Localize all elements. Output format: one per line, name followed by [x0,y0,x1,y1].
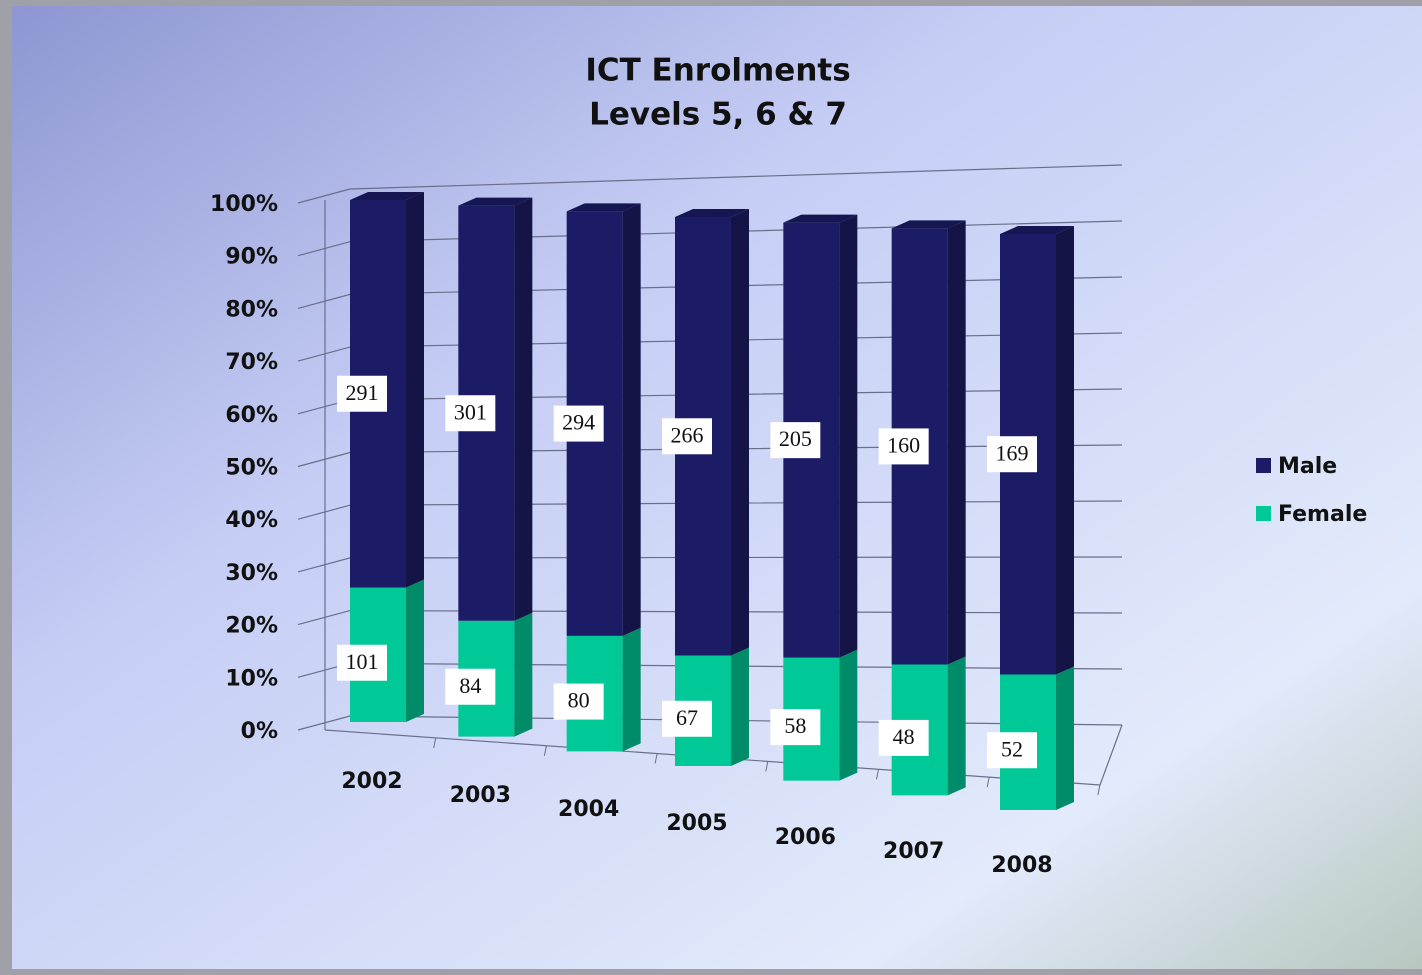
y-tick-label: 50% [225,456,278,481]
bar-side [514,197,533,621]
data-label-box [445,668,496,705]
x-tick [433,737,437,748]
data-label-box [553,405,604,442]
y-tick-label: 80% [225,297,278,322]
bar-side [947,656,966,796]
y-tick-label: 90% [225,245,278,270]
x-tick-label: 2005 [666,811,727,836]
bar-side [839,649,858,781]
x-tick [986,777,990,788]
legend-swatch [1256,458,1271,473]
data-label: 160 [887,432,920,457]
bar-side [731,209,749,656]
data-label-box [770,422,821,459]
data-label: 291 [346,380,379,405]
bar-top [1000,226,1074,234]
data-label-box [878,719,929,756]
y-tick-label: 100% [210,192,278,217]
bar-top [891,220,966,229]
legend-label: Male [1278,454,1337,479]
chart-title: Levels 5, 6 & 7 [589,97,847,133]
data-label-box [878,428,929,465]
data-label: 80 [568,688,590,713]
data-label-box [445,395,496,432]
y-tick-label: 40% [225,508,278,533]
legend-label: Female [1278,502,1367,527]
bar-side [622,203,641,636]
data-label: 52 [1001,736,1023,761]
bar-side [731,647,749,766]
bar-top [566,203,641,212]
data-label-box [662,700,712,737]
x-tick-label: 2007 [883,839,944,864]
bar-top [350,192,424,200]
x-tick-label: 2006 [775,825,836,850]
data-label: 84 [459,673,481,698]
y-tick-label: 60% [225,403,278,428]
bar-side [1056,666,1074,810]
x-tick [654,753,658,764]
data-label: 48 [893,724,915,749]
y-tick-label: 0% [241,719,278,744]
x-tick [876,769,879,780]
bar-side [514,612,533,737]
data-label: 58 [784,713,806,738]
data-label-box [662,418,712,455]
x-tick [1097,784,1101,796]
bar-side [406,579,424,722]
chart-title: ICT Enrolments [585,53,850,89]
data-label-box [987,732,1037,769]
data-label: 301 [454,399,487,424]
y-tick-label: 70% [225,350,278,375]
bar-top [458,197,533,206]
x-tick-label: 2003 [450,783,511,808]
x-tick-label: 2008 [991,853,1052,878]
data-label-box [987,436,1037,473]
data-label: 266 [671,422,704,447]
y-tick-label: 30% [225,561,278,586]
y-tick-label: 20% [225,614,278,639]
bar-side [839,214,858,658]
bar-side [947,220,966,665]
bar-top [783,214,858,223]
data-label: 101 [346,649,379,674]
legend-swatch [1256,506,1271,521]
x-tick [543,745,547,756]
data-label-box [337,375,387,412]
grid-line [297,164,1123,204]
data-label: 67 [676,705,698,730]
data-label: 294 [562,410,595,435]
x-tick-label: 2002 [341,769,402,794]
x-tick-label: 2004 [558,797,619,822]
x-tick [765,761,769,772]
bar-top [675,209,749,217]
data-label-box [770,709,821,746]
data-label-box [553,683,604,720]
bar-side [622,627,641,752]
data-label-box [337,644,387,681]
y-tick-label: 10% [225,666,278,691]
data-label: 169 [996,440,1029,465]
data-label: 205 [779,426,812,451]
bar-side [1056,226,1074,675]
bar-side [406,192,424,588]
